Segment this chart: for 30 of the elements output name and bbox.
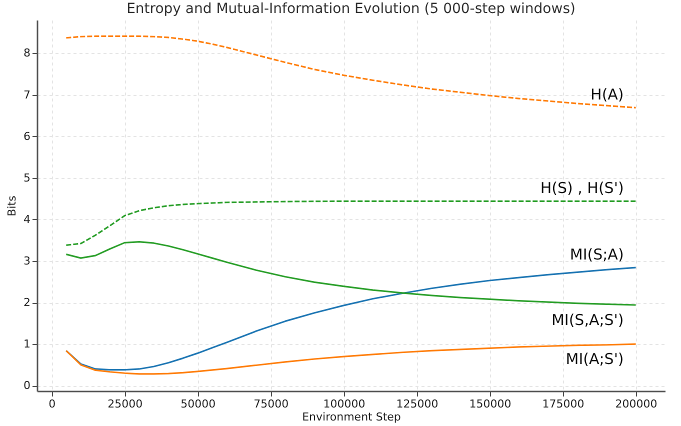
series-label: H(S) , H(S') [540,179,624,198]
line-series [65,343,637,375]
x-tick-label: 25000 [108,398,143,410]
x-axis-title: Environment Step [302,410,401,424]
line-series [65,241,637,306]
y-tick-label: 3 [24,254,30,268]
line-series [65,200,637,246]
y-tick-label: 2 [24,296,30,310]
x-tick-label: 200000 [615,398,658,410]
series-label: MI(S,A;S') [551,311,624,329]
x-tick-label: 0 [48,398,56,410]
y-tick-label: 4 [24,212,30,226]
series-label: MI(A;S') [566,350,624,368]
x-tick-label: 125000 [396,398,438,410]
x-tick-label: 150000 [469,398,512,410]
y-axis-title: Bits [6,195,18,216]
x-tick-label: 100000 [323,398,366,410]
y-tick-label: 1 [24,338,30,351]
y-tick-label: 7 [24,88,30,102]
x-tick-label: 175000 [542,398,584,410]
y-tick-label: 5 [24,171,30,184]
y-tick-label: 6 [24,130,30,143]
line-series [65,35,637,108]
y-tick-label: 0 [24,379,30,392]
series-label: H(A) [590,86,624,104]
x-tick-label: 75000 [254,398,289,410]
x-tick-label: 50000 [180,398,216,410]
series-label: MI(S;A) [570,246,624,264]
chart-title: Entropy and Mutual-Information Evolution (5 000-step windows) [126,1,576,17]
y-tick-label: 8 [24,46,30,60]
